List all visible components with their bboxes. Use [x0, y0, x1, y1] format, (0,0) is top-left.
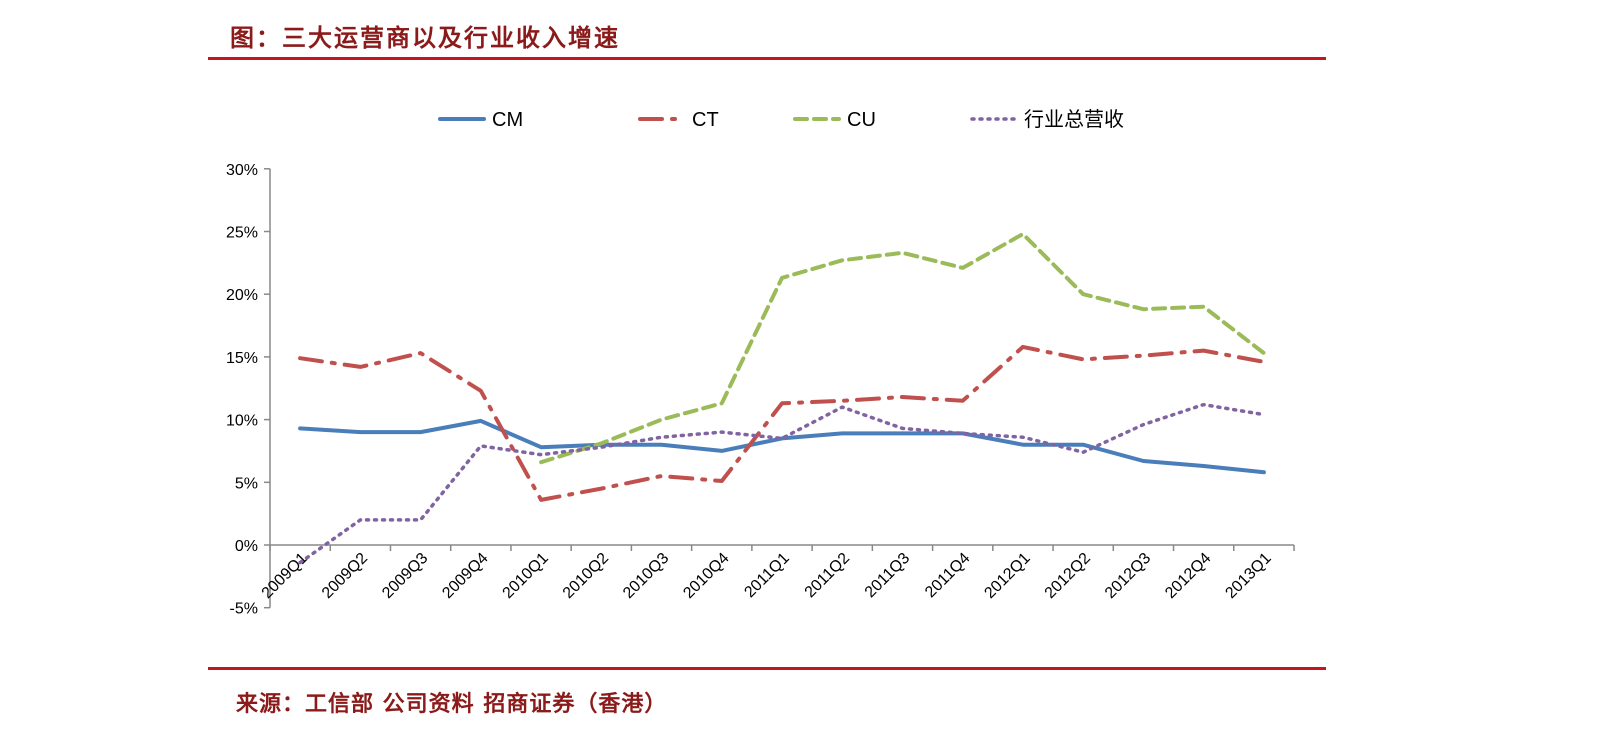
x-tick-label: 2009Q3: [379, 550, 431, 602]
chart-title: 图：三大运营商以及行业收入增速: [230, 23, 620, 52]
y-tick-label: 10%: [226, 413, 258, 430]
x-tick-label: 2011Q3: [862, 550, 914, 602]
x-tick-label: 2011Q2: [802, 550, 854, 602]
y-tick-label: 20%: [226, 287, 258, 304]
x-tick-label: 2009Q2: [319, 550, 371, 602]
legend-label-industry: 行业总营收: [1024, 108, 1124, 131]
y-tick-label: 30%: [226, 162, 258, 179]
x-tick-label: 2012Q4: [1162, 550, 1214, 602]
series-line-CM: [298, 418, 1266, 475]
y-tick-label: 5%: [235, 475, 258, 492]
legend-label-CM: CM: [492, 109, 523, 131]
x-tick-label: 2010Q1: [500, 550, 552, 602]
series-line-CT: [298, 344, 1266, 502]
top-divider: [208, 57, 1326, 60]
x-tick-label: 2012Q1: [981, 550, 1033, 602]
bottom-divider: [208, 667, 1326, 670]
legend: CM CT CU 行业总营收: [438, 108, 1124, 131]
x-tick-label: 2010Q2: [560, 550, 612, 602]
y-tick-label: -5%: [230, 601, 258, 618]
source-note: 来源：工信部 公司资料 招商证券（香港）: [236, 691, 668, 717]
x-tick-label: 2010Q3: [620, 550, 672, 602]
x-tick-label: 2010Q4: [680, 550, 732, 602]
x-tick-label: 2012Q2: [1042, 550, 1094, 602]
x-tick-label: 2013Q1: [1222, 550, 1274, 602]
x-tick-label: 2011Q4: [922, 550, 974, 602]
legend-label-CU: CU: [847, 109, 876, 131]
y-tick-label: 25%: [226, 225, 258, 242]
y-tick-label: 0%: [235, 538, 258, 555]
series-lines: [298, 232, 1266, 565]
axes: -5% 0% 5% 10% 15% 20% 25% 30% 2009Q1 2009Q2 2009Q3…: [226, 162, 1295, 618]
y-tick-label: 15%: [226, 350, 258, 367]
x-tick-label: 2009Q1: [259, 550, 311, 602]
x-tick-label: 2011Q1: [741, 550, 793, 602]
legend-label-CT: CT: [692, 109, 719, 131]
x-tick-label: 2009Q4: [439, 550, 491, 602]
x-tick-label: 2012Q3: [1102, 550, 1154, 602]
